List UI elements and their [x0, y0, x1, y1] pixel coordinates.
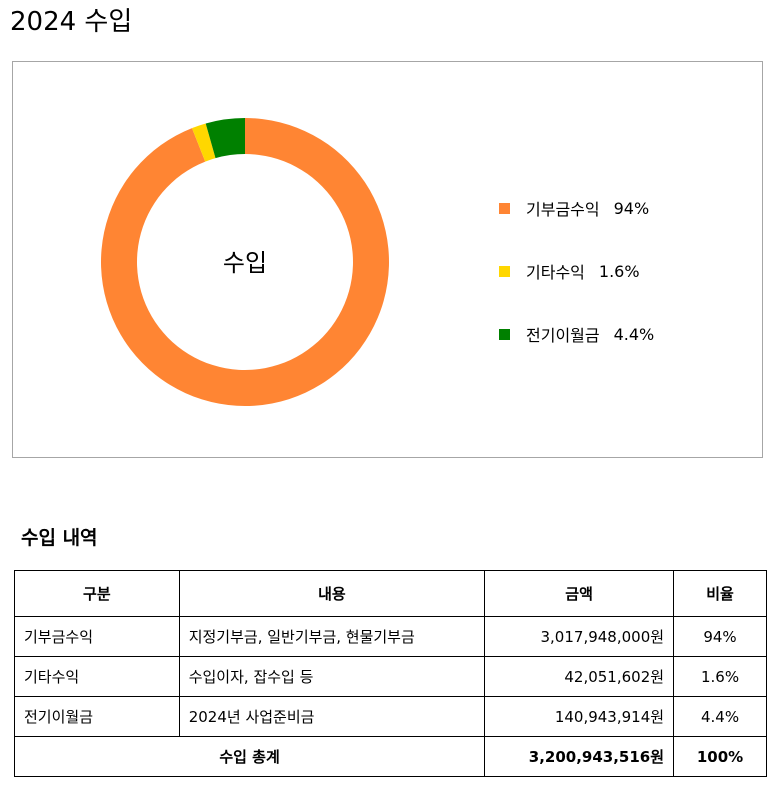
total-ratio: 100% [673, 736, 767, 777]
total-label: 수입 총계 [13, 736, 486, 777]
total-row: 수입 총계 3,200,943,516원 100% [13, 736, 767, 777]
description-cell: 2024년 사업준비금 [178, 696, 486, 737]
legend-label: 전기이월금 [526, 326, 600, 345]
legend-swatch [499, 328, 510, 340]
donut-slice-3 [205, 118, 245, 159]
category-cell: 전기이월금 [14, 696, 180, 737]
section-title: 수입 내역 [21, 527, 98, 549]
chart-panel: 수입 기부금수익 94% 기타수익 1.6% 전기이월금 4.4% [12, 61, 763, 458]
legend-item: 전기이월금 4.4% [499, 318, 654, 350]
legend-value: 1.6% [598, 261, 640, 281]
legend-value: 4.4% [613, 324, 655, 344]
donut-center-label: 수입 [223, 249, 267, 277]
legend-label: 기타수익 [526, 263, 585, 282]
legend-item: 기타수익 1.6% [499, 255, 654, 287]
page-title: 2024 수입 [10, 7, 133, 37]
ratio-cell: 1.6% [673, 656, 767, 697]
table-row: 기타수익 수입이자, 잡수입 등 42,051,602원 1.6% [14, 656, 767, 697]
column-header: 내용 [178, 570, 486, 617]
donut-chart: 수입 [100, 118, 389, 407]
column-header: 구분 [14, 570, 180, 617]
ratio-cell: 4.4% [673, 696, 767, 737]
total-amount: 3,200,943,516원 [484, 736, 675, 777]
table-row: 전기이월금 2024년 사업준비금 140,943,914원 4.4% [14, 696, 767, 737]
ratio-cell: 94% [673, 616, 767, 657]
amount-cell: 140,943,914원 [484, 696, 675, 737]
income-table: 구분 내용 금액 비율 기부금수익 지정기부금, 일반기부금, 현물기부금 3,… [13, 570, 767, 777]
amount-cell: 42,051,602원 [484, 656, 675, 697]
donut-slice-2 [191, 123, 216, 162]
table-header-row: 구분 내용 금액 비율 [14, 570, 767, 617]
legend-item: 기부금수익 94% [499, 192, 654, 224]
category-cell: 기타수익 [14, 656, 180, 697]
description-cell: 지정기부금, 일반기부금, 현물기부금 [178, 616, 486, 657]
amount-cell: 3,017,948,000원 [484, 616, 675, 657]
description-cell: 수입이자, 잡수입 등 [178, 656, 486, 697]
table-row: 기부금수익 지정기부금, 일반기부금, 현물기부금 3,017,948,000원… [14, 616, 767, 657]
column-header: 비율 [673, 570, 767, 617]
legend-swatch [499, 265, 510, 277]
column-header: 금액 [484, 570, 675, 617]
chart-legend: 기부금수익 94% 기타수익 1.6% 전기이월금 4.4% [499, 192, 654, 381]
legend-value: 94% [613, 198, 650, 218]
legend-label: 기부금수익 [526, 200, 600, 219]
legend-swatch [499, 202, 510, 214]
category-cell: 기부금수익 [14, 616, 180, 657]
